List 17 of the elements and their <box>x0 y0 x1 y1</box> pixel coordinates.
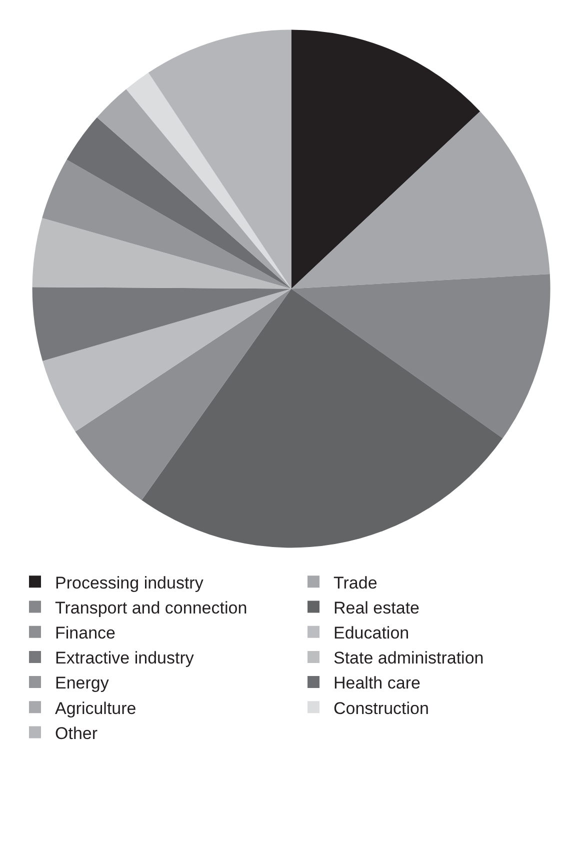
legend-label: Construction <box>334 698 429 718</box>
legend-label: Extractive industry <box>55 648 194 668</box>
legend-label: Real estate <box>334 598 420 618</box>
legend-label: Trade <box>334 573 378 592</box>
pie-slice <box>97 89 292 289</box>
legend-label: State administration <box>334 648 484 668</box>
pie-slice <box>291 30 480 289</box>
legend-label: Finance <box>55 623 116 642</box>
legend-label: Energy <box>55 674 110 693</box>
legend-label: Transport and connection <box>55 598 248 618</box>
pie-slice <box>291 111 550 289</box>
legend-label: Other <box>55 724 98 743</box>
legend-label: Education <box>334 623 410 642</box>
pie-slice <box>126 72 292 289</box>
legend-label: Processing industry <box>55 573 204 592</box>
legend-label: Agriculture <box>55 698 136 718</box>
legend-label: Health care <box>334 674 420 693</box>
